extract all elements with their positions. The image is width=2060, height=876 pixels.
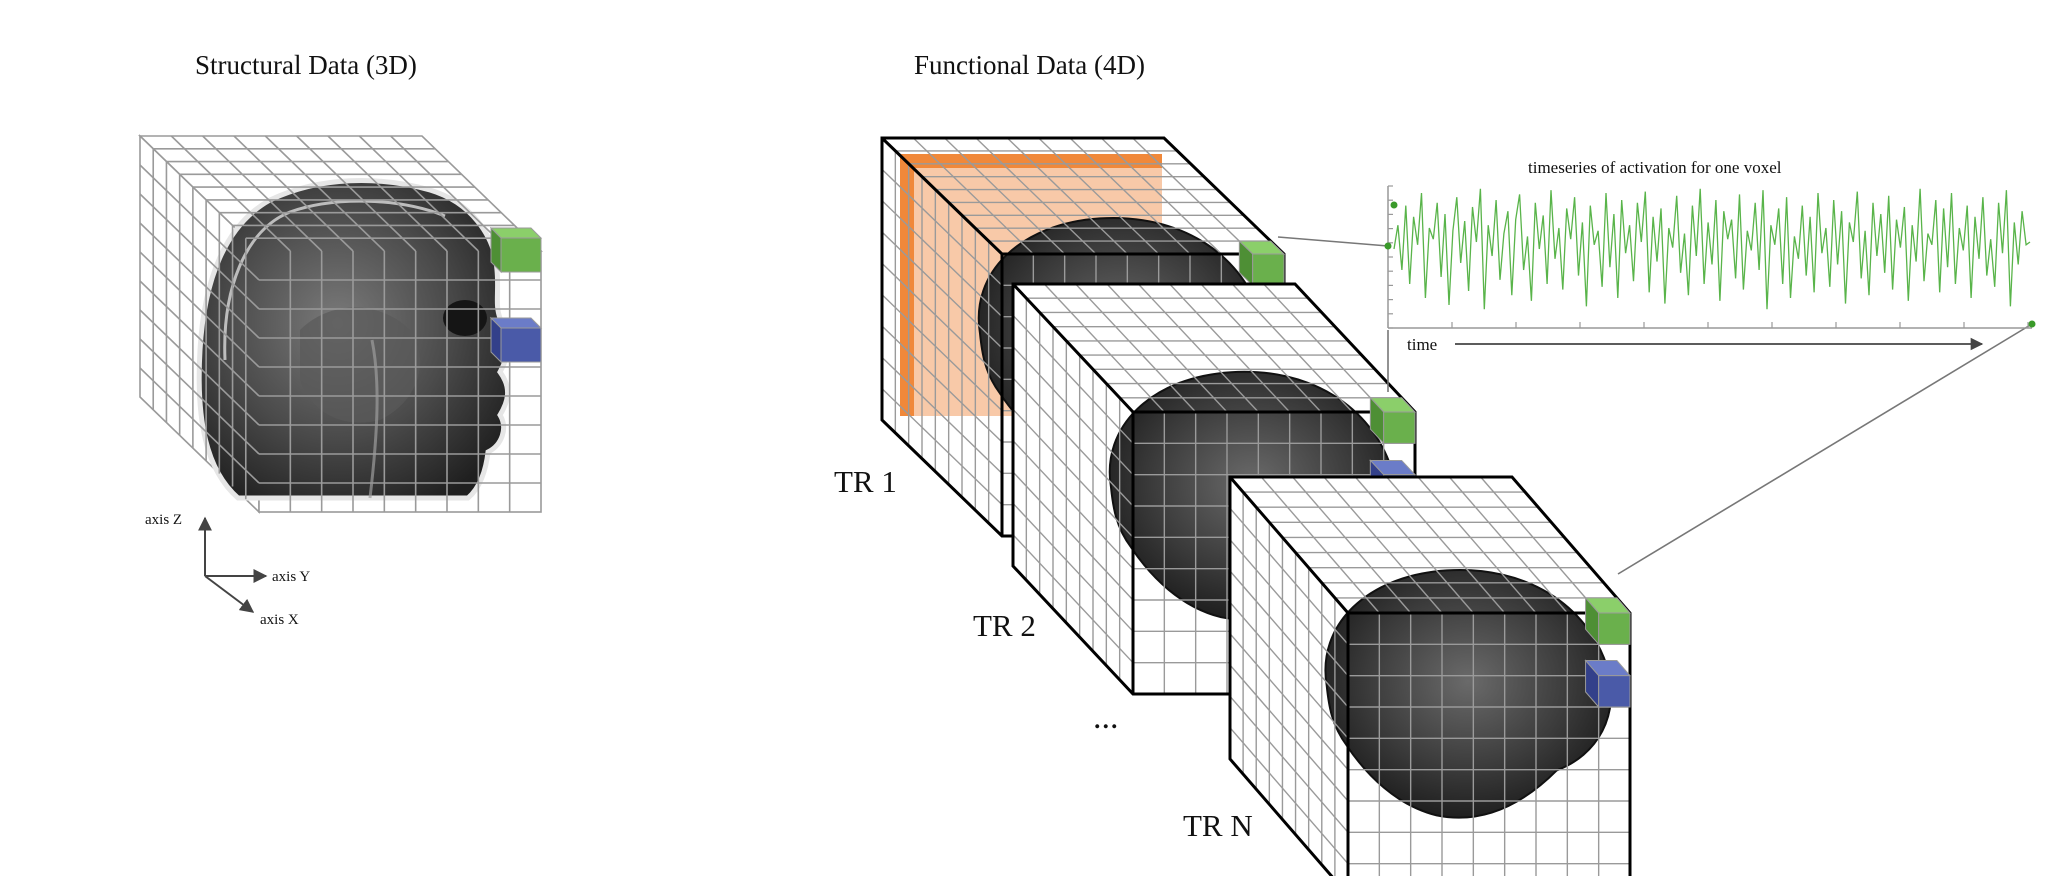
- trn-label: TR N: [1183, 808, 1253, 843]
- ellipsis: ...: [1093, 699, 1119, 736]
- axis-x-arrow: [204, 575, 255, 613]
- green-voxel-3: [1584, 596, 1632, 646]
- timeseries-signal-line: [1393, 188, 2031, 310]
- structural-cube: [138, 134, 543, 514]
- connector-line-tr1: [1277, 236, 1389, 247]
- trn-volume: [1228, 475, 1632, 876]
- timeseries-anchor-dot: [1384, 242, 1392, 250]
- functional-title: Functional Data (4D): [914, 50, 1145, 80]
- tr2-label: TR 2: [973, 608, 1036, 643]
- structural-green-voxel: [489, 226, 543, 274]
- structural-grid: [139, 135, 541, 512]
- structural-blue-voxel: [489, 316, 543, 364]
- axis-y-label: axis Y: [272, 569, 310, 585]
- structural-title: Structural Data (3D): [195, 50, 417, 80]
- time-label: time: [1407, 335, 1437, 354]
- green-voxel-2: [1369, 396, 1417, 445]
- green-voxel-1: [1238, 239, 1286, 287]
- tr1-label: TR 1: [834, 464, 897, 499]
- structural-panel: Structural Data (3D): [138, 50, 543, 628]
- connector-line-trn: [1617, 323, 2033, 575]
- axis-x-label: axis X: [260, 612, 299, 628]
- axis-indicator: axis Z axis Y axis X: [145, 512, 310, 628]
- timeseries-title: timeseries of activation for one voxel: [1528, 158, 1782, 177]
- brain-slice: [1324, 568, 1612, 819]
- blue-voxel-3: [1584, 659, 1632, 709]
- functional-panel: Functional Data (4D) TR 1 TR 2 TR N ... …: [834, 50, 2036, 876]
- timeseries-panel: timeseries of activation for one voxel t…: [1384, 158, 2036, 354]
- functional-volumes: [880, 136, 1632, 876]
- timeseries-end-dot: [2028, 320, 2036, 328]
- axis-z-label: axis Z: [145, 512, 182, 528]
- timeseries-start-dot: [1390, 201, 1398, 209]
